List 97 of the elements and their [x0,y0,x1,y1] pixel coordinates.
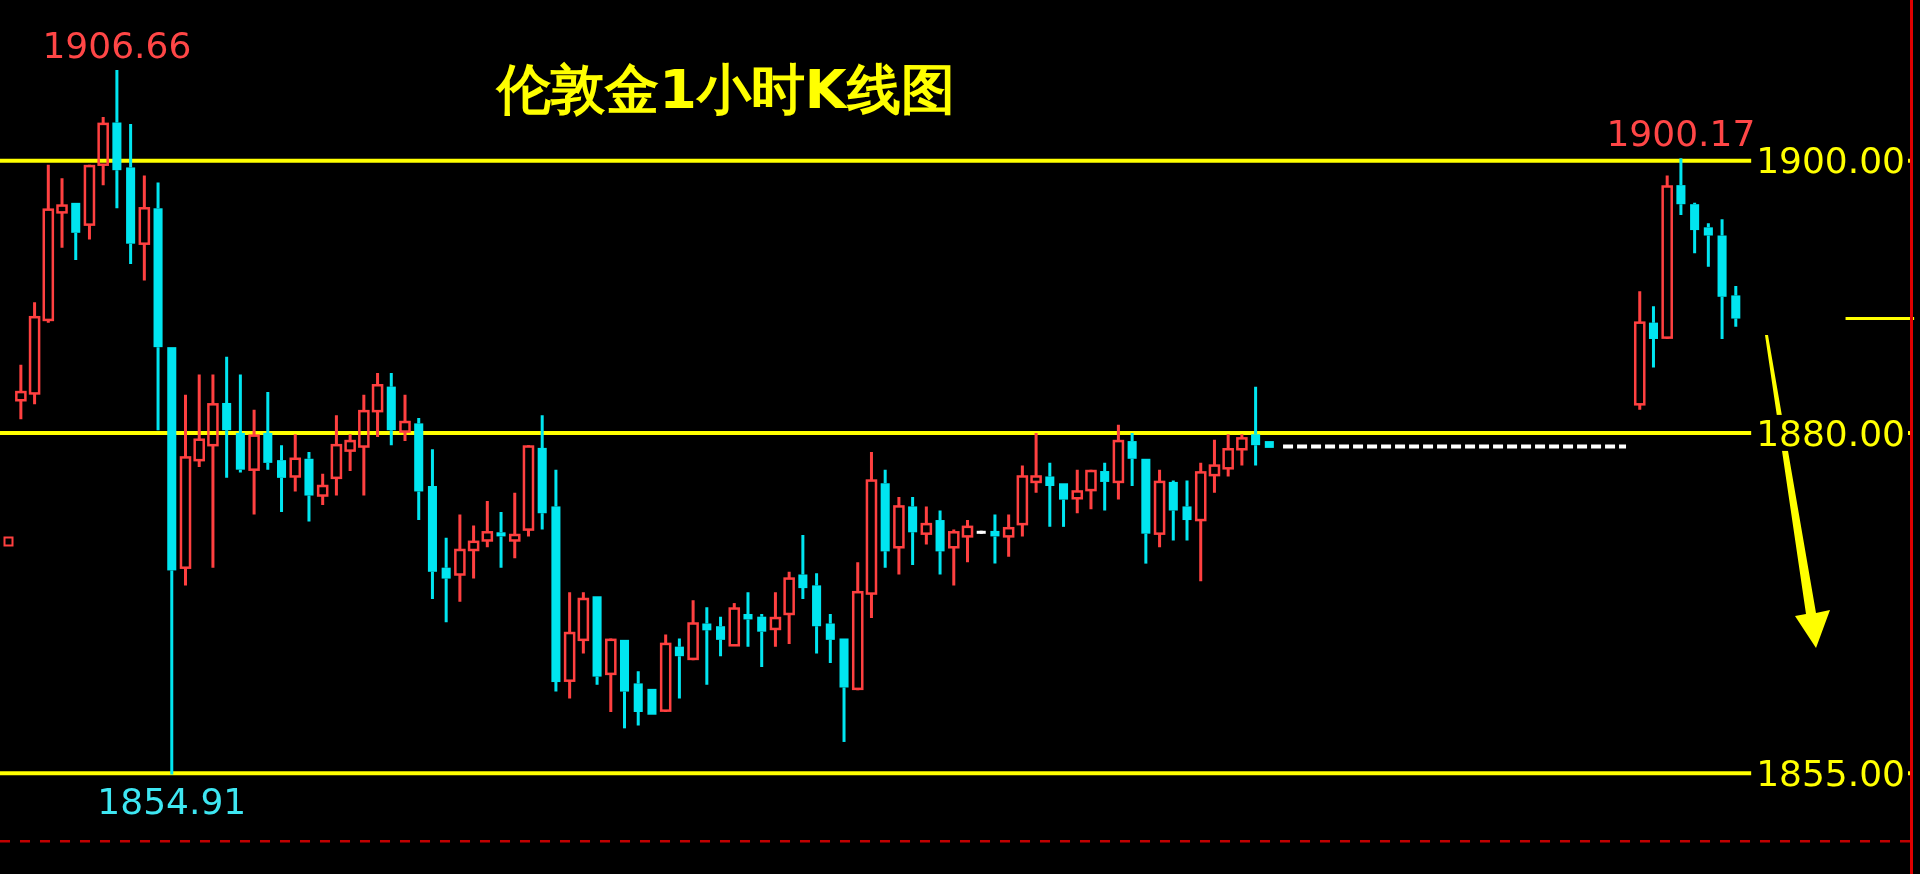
candlestick [1153,469,1166,548]
candlestick [441,537,451,623]
candlestick [551,469,561,692]
candlestick [358,394,370,496]
annotation: 1906.66 [42,24,192,66]
candlestick [1633,291,1646,410]
candlestick [1127,432,1137,487]
candlestick [893,496,905,575]
candlestick [56,178,68,248]
candlestick [1112,424,1125,500]
y-tick-label: 1880.00 [1756,412,1905,454]
candlestick [304,451,314,522]
candlestick [1085,469,1097,510]
candlestick [1100,462,1110,511]
candlestick [537,415,547,530]
candlestick [812,573,822,654]
candlestick [687,600,699,661]
candlestick [935,510,945,575]
candlestick [592,596,602,685]
candlestick [990,514,1000,564]
candlestick [1141,458,1151,564]
candlestick [1071,469,1084,514]
candlestick [263,392,273,470]
candlestick [316,473,329,506]
candlestick [496,511,506,568]
candlestick [454,514,466,602]
candlestick [371,373,384,437]
candlestick [920,506,933,545]
candlestick [1703,223,1713,267]
candlestick [207,374,219,568]
candlestick [1251,386,1261,466]
candlestick [289,434,302,492]
candlestick [179,394,192,586]
candlestick [330,415,343,496]
annotation: 1854.91 [97,781,247,823]
text: 伦敦金1小时K线图 [495,58,955,121]
candlestick [344,434,356,472]
candlestick [414,417,424,521]
candlestick [138,175,151,281]
candlestick [961,520,974,563]
candlestick [28,302,41,405]
candlestick [167,347,177,775]
candlestick [1016,465,1029,537]
candlestick [126,123,136,265]
candlestick [193,374,205,467]
candlestick [71,202,81,261]
candlestick [948,529,960,586]
candlestick [235,374,245,473]
candlestick [783,571,795,644]
candlestick [1182,480,1192,541]
candlestick [1222,434,1234,477]
candlestick [769,592,782,647]
candlestick [825,613,835,663]
y-tick-label: 1855.00 [1756,752,1905,794]
candlestick [605,638,617,712]
candlestick [674,638,684,699]
candlestick [1194,462,1207,582]
candlestick [633,671,643,726]
candlestick [1059,483,1069,527]
candlestick [1030,432,1042,493]
candlestick [1002,514,1015,557]
candlestick [481,500,494,548]
candlestick [153,182,163,431]
candlestick [851,562,864,691]
candlestick [1717,219,1727,339]
candlestick [1676,158,1686,216]
candlestick [908,496,918,565]
candlestick [1208,439,1221,493]
candlestick [716,616,726,657]
candlestick [757,613,767,668]
candlestick [798,535,808,599]
annotation: 1900.17 [1606,113,1756,155]
candlestick [1236,434,1248,466]
candlestick [386,373,396,446]
candlestick [427,449,437,599]
candlestick [15,364,27,420]
candlestick [222,356,232,478]
candlestick [880,469,890,568]
y-tick-label: 1900.00 [1756,140,1905,182]
candlestick [743,592,753,647]
candlestick [1168,481,1178,541]
candlestick [112,69,122,209]
candlestick [1648,306,1658,368]
candlestick [42,164,55,323]
candlestick [277,445,287,512]
candlestick [399,394,411,442]
candlestick [508,492,521,559]
candlestick [563,592,576,699]
candlestick [577,592,590,654]
candlestick [839,638,849,742]
candlestick [619,639,630,729]
candlestick [1045,462,1055,527]
candlestick [248,409,260,515]
candlestick [865,451,878,619]
candlestick [467,525,480,579]
candlestick [97,117,109,186]
candlestick [1731,285,1741,327]
